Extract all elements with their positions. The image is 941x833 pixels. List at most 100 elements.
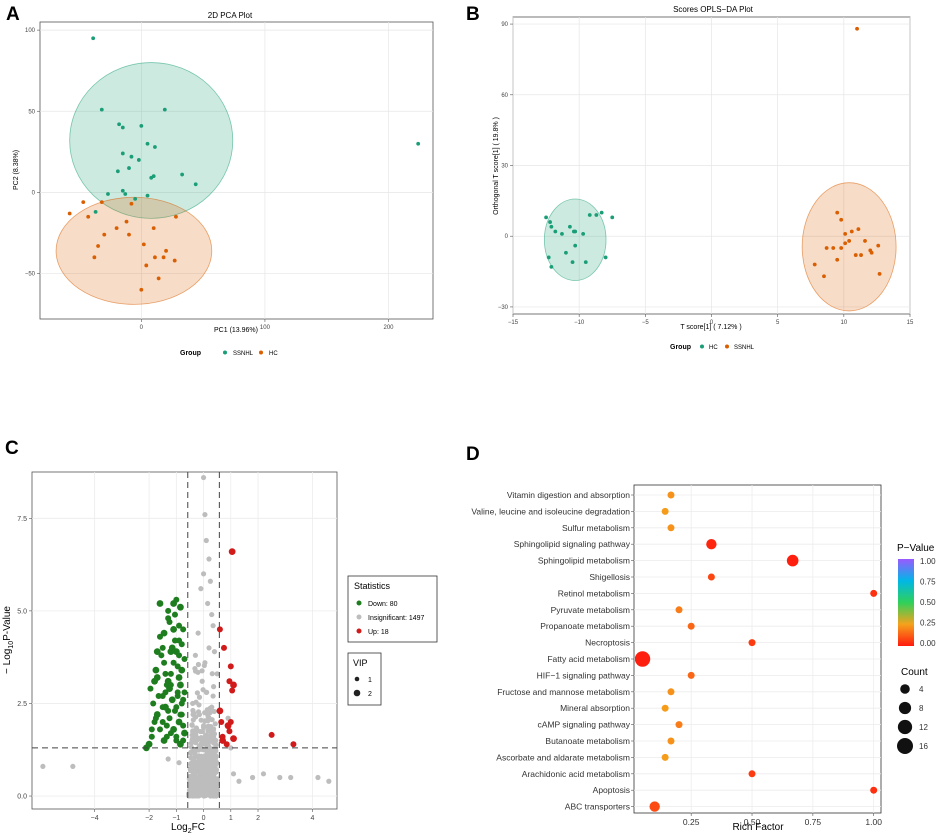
data-point-ssnhl	[863, 239, 867, 243]
pca-grid	[40, 22, 433, 319]
data-point-down	[156, 633, 163, 640]
y-tick-label: 100	[25, 28, 36, 34]
opls-legend-label-ssnhl: SSNHL	[734, 345, 755, 351]
data-point-ssnhl	[812, 262, 817, 267]
data-point-insignificant	[193, 732, 199, 738]
data-point-ssnhl	[868, 248, 873, 253]
data-point-down	[177, 681, 184, 689]
y-tick-label: 0	[32, 190, 36, 196]
pathway-label: Arachidonic acid metabolism	[522, 769, 630, 779]
x-tick-label: 0	[140, 325, 144, 331]
data-point-hc	[573, 229, 578, 234]
volcano-plot-area	[31, 471, 338, 810]
data-point-ssnhl	[149, 175, 154, 180]
data-point-down	[148, 726, 155, 733]
vip-legend-swatch-1	[354, 676, 360, 682]
data-point-insignificant	[194, 765, 201, 771]
data-point-insignificant	[189, 722, 195, 728]
data-point-insignificant	[196, 756, 202, 762]
enrichment-point	[687, 671, 695, 679]
data-point-insignificant	[210, 623, 216, 629]
data-point-up	[268, 731, 275, 738]
data-point-down	[159, 644, 166, 651]
data-point-down	[171, 611, 178, 618]
pca-legend-label-hc: HC	[269, 351, 278, 357]
y-tick-label: 0.0	[17, 794, 27, 801]
legend-label-insignificant: Insignificant: 1497	[368, 615, 425, 622]
data-point-insignificant	[190, 756, 196, 762]
legend-swatch-insignificant	[356, 614, 362, 620]
data-point-up	[227, 663, 234, 670]
count-legend: Count 4 8 12 16	[897, 667, 928, 754]
data-point-insignificant	[194, 690, 200, 696]
data-point-down	[156, 600, 164, 607]
data-point-insignificant	[191, 736, 197, 743]
data-point-down	[181, 729, 188, 737]
confidence-ellipse-ssnhl	[801, 182, 897, 312]
confidence-ellipse-ssnhl	[69, 62, 234, 219]
data-point-ssnhl	[856, 227, 861, 232]
enrichment-x-ticks: 0.25 0.50 0.75 1.00	[683, 813, 882, 827]
data-point-ssnhl	[99, 107, 104, 112]
data-point-insignificant	[213, 761, 219, 767]
data-point-insignificant	[199, 737, 205, 743]
data-point-down	[153, 648, 161, 656]
data-point-down	[178, 641, 185, 648]
data-point-insignificant	[206, 645, 212, 651]
legend-label-up: Up: 18	[368, 629, 389, 636]
data-point-up	[230, 681, 237, 689]
vip-legend-box	[347, 652, 382, 706]
data-point-hc	[560, 231, 564, 236]
opls-grid	[512, 17, 911, 314]
x-tick-label: 0.50	[744, 817, 761, 827]
pca-points	[67, 36, 421, 292]
pvalue-legend-ticks: 1.00 0.75 0.50 0.25 0.00	[914, 557, 936, 648]
enrichment-plot-area	[633, 484, 882, 814]
enrichment-point	[661, 753, 669, 761]
data-point-ssnhl	[849, 229, 854, 234]
data-point-down	[150, 700, 157, 707]
data-point-down	[177, 711, 184, 718]
enrichment-point	[649, 801, 660, 812]
data-point-hc	[124, 219, 129, 224]
y-tick-label: −50	[25, 272, 36, 278]
enrichment-point	[661, 704, 669, 712]
data-point-insignificant	[200, 571, 207, 577]
data-point-down	[176, 652, 183, 659]
data-point-insignificant	[209, 762, 215, 769]
enrichment-point	[667, 491, 675, 499]
pathway-label: Sphingolipid signaling pathway	[514, 539, 631, 549]
enrichment-point	[706, 539, 717, 550]
data-point-ssnhl	[136, 158, 141, 162]
y-tick-label: 5.0	[17, 608, 27, 615]
data-point-down	[167, 670, 174, 677]
data-point-insignificant	[205, 600, 211, 607]
enrichment-point	[748, 639, 756, 647]
data-point-ssnhl	[843, 241, 848, 246]
data-point-up	[216, 626, 223, 633]
count-legend-swatch	[898, 701, 912, 715]
panel-letter-b: B	[466, 4, 480, 25]
x-tick-label: 0.75	[805, 817, 822, 827]
pathway-label: Apoptosis	[593, 785, 630, 795]
data-point-insignificant	[260, 771, 267, 777]
data-point-down	[147, 685, 154, 692]
pca-y-ticks: −50 0 50 100	[25, 28, 40, 278]
enrichment-point	[687, 622, 695, 630]
data-point-hc	[161, 255, 166, 260]
data-point-hc	[81, 200, 86, 205]
vip-legend-label-2: 2	[368, 691, 372, 698]
data-point-ssnhl	[120, 125, 125, 130]
panel-letter-d: D	[466, 444, 480, 465]
opls-x-label: T score[1] ( 7.12% )	[680, 324, 741, 331]
data-point-ssnhl	[115, 169, 120, 174]
data-point-hc	[151, 226, 156, 231]
x-tick-label: −10	[574, 320, 585, 326]
x-tick-label: −5	[642, 320, 650, 326]
pathway-label: HIF−1 signaling pathway	[537, 670, 631, 680]
opls-ellipses	[543, 182, 897, 312]
data-point-insignificant	[193, 790, 199, 796]
data-point-up	[226, 678, 233, 685]
data-point-hc	[114, 226, 119, 231]
